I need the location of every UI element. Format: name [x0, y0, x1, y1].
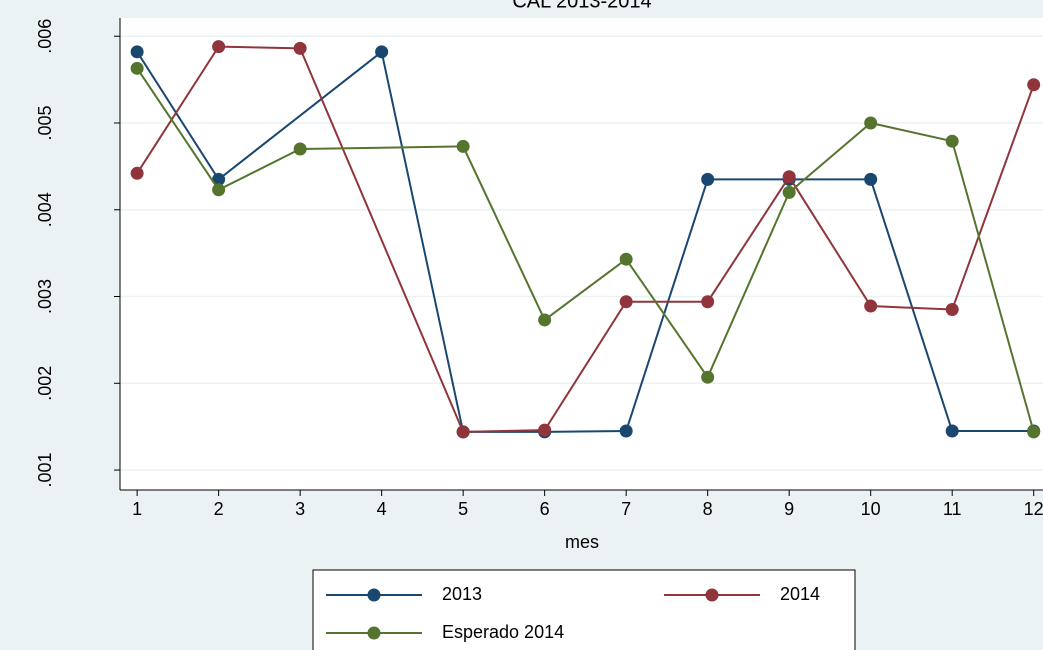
point	[619, 252, 633, 266]
legend-label: 2014	[780, 584, 820, 604]
point	[538, 313, 552, 327]
point	[375, 45, 389, 59]
point	[130, 61, 144, 75]
point	[293, 142, 307, 156]
plot-area	[120, 18, 1043, 490]
x-axis-label: mes	[565, 532, 599, 552]
point	[293, 41, 307, 55]
point	[864, 172, 878, 186]
x-tick-label: 2	[214, 499, 224, 519]
x-tick-label: 1	[132, 499, 142, 519]
legend-marker	[705, 588, 719, 602]
x-tick-label: 3	[295, 499, 305, 519]
point	[945, 424, 959, 438]
x-tick-label: 8	[703, 499, 713, 519]
point	[864, 299, 878, 313]
x-tick-label: 9	[784, 499, 794, 519]
x-tick-label: 6	[540, 499, 550, 519]
point	[701, 370, 715, 384]
y-tick-label: .001	[35, 453, 55, 488]
point	[945, 303, 959, 317]
point	[619, 424, 633, 438]
x-tick-label: 11	[943, 499, 962, 519]
point	[782, 170, 796, 184]
x-tick-label: 12	[1024, 499, 1043, 519]
point	[212, 40, 226, 54]
point	[1027, 78, 1041, 92]
point	[945, 134, 959, 148]
point	[456, 139, 470, 153]
x-tick-label: 10	[861, 499, 881, 519]
point	[212, 183, 226, 197]
point	[619, 295, 633, 309]
x-tick-label: 7	[621, 499, 631, 519]
x-tick-label: 4	[377, 499, 387, 519]
legend-marker	[367, 588, 381, 602]
point	[1027, 425, 1041, 439]
point	[701, 172, 715, 186]
y-tick-label: .003	[35, 279, 55, 314]
point	[701, 295, 715, 309]
legend-label: 2013	[442, 584, 482, 604]
y-tick-label: .002	[35, 366, 55, 401]
point	[782, 185, 796, 199]
point	[212, 172, 226, 186]
y-tick-label: .005	[35, 105, 55, 140]
point	[130, 166, 144, 180]
chart-title: CAL 2013-2014	[512, 0, 651, 12]
y-tick-label: .006	[35, 19, 55, 54]
point	[130, 45, 144, 59]
legend-label: Esperado 2014	[442, 622, 564, 642]
y-tick-label: .004	[35, 192, 55, 227]
point	[864, 116, 878, 130]
legend	[312, 569, 856, 650]
x-tick-label: 5	[458, 499, 468, 519]
point	[456, 425, 470, 439]
legend-marker	[367, 626, 381, 640]
point	[538, 423, 552, 437]
